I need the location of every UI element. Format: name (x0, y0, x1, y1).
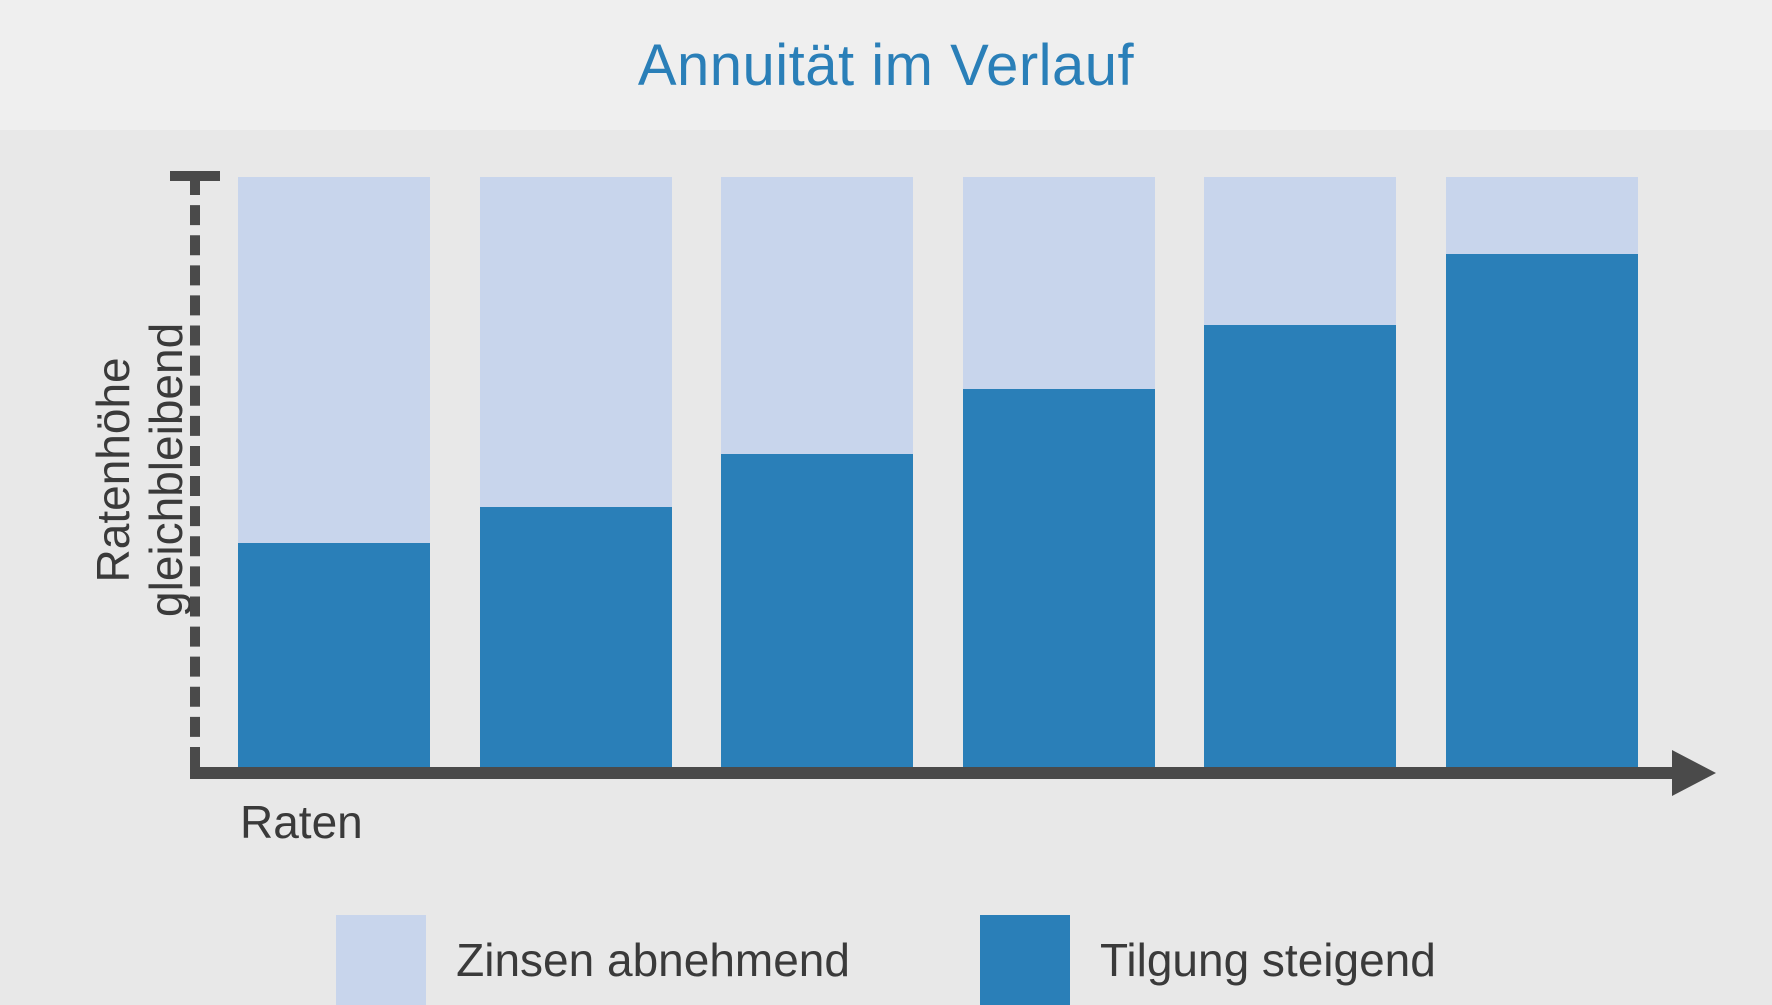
legend: Zinsen abnehmend Tilgung steigend (0, 915, 1772, 1005)
plot-area (190, 175, 1710, 779)
bar-segment-zinsen (238, 177, 430, 543)
bar-segment-zinsen (1204, 177, 1396, 325)
legend-item: Zinsen abnehmend (336, 915, 850, 1005)
legend-swatch (336, 915, 426, 1005)
bar-segment-tilgung (1204, 325, 1396, 768)
legend-label: Zinsen abnehmend (456, 933, 850, 987)
bar-segment-zinsen (1446, 177, 1638, 254)
bar-segment-tilgung (721, 454, 913, 767)
bar-segment-tilgung (963, 389, 1155, 767)
bar-segment-tilgung (238, 543, 430, 767)
bars-container (238, 177, 1638, 767)
chart-title: Annuität im Verlauf (638, 32, 1134, 99)
legend-item: Tilgung steigend (980, 915, 1436, 1005)
y-axis-label: Ratenhöhegleichbleibend (90, 175, 190, 765)
y-axis-label-text: Ratenhöhegleichbleibend (87, 323, 193, 617)
x-axis-label: Raten (240, 795, 363, 849)
bar (1446, 177, 1638, 767)
bar-segment-zinsen (480, 177, 672, 507)
bar (1204, 177, 1396, 767)
bar (480, 177, 672, 767)
bar-segment-tilgung (480, 507, 672, 767)
x-axis-arrow-icon (1672, 750, 1716, 796)
bar-segment-tilgung (1446, 254, 1638, 767)
y-axis-dashed-line (190, 175, 200, 767)
legend-swatch (980, 915, 1070, 1005)
x-axis-line (190, 767, 1678, 779)
bar (721, 177, 913, 767)
bar-segment-zinsen (963, 177, 1155, 389)
bar-segment-zinsen (721, 177, 913, 454)
bar (238, 177, 430, 767)
title-bar: Annuität im Verlauf (0, 0, 1772, 130)
chart-zone: Ratenhöhegleichbleibend Raten Zinsen abn… (0, 130, 1772, 995)
legend-label: Tilgung steigend (1100, 933, 1436, 987)
bar (963, 177, 1155, 767)
